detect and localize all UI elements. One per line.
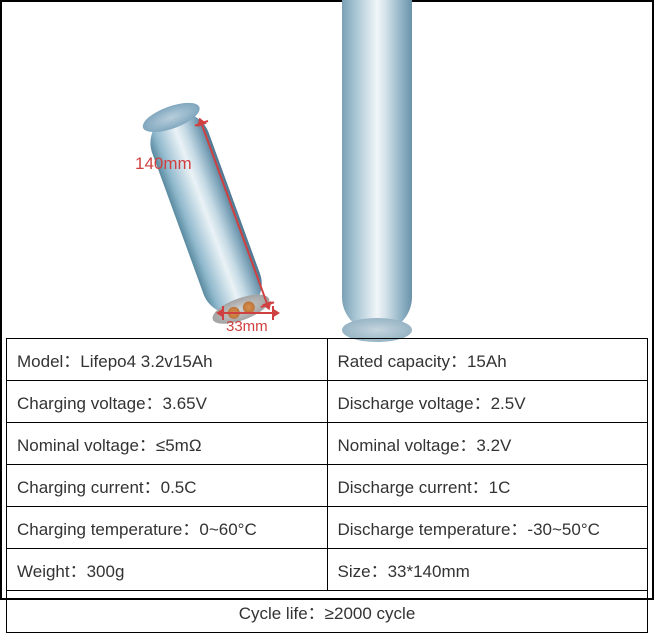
battery-vertical [342, 0, 412, 332]
spec-cell: Rated capacity：15Ah [327, 339, 648, 381]
dimension-width-indicator [222, 312, 274, 314]
table-row: Cycle life：≥2000 cycle [7, 591, 648, 633]
dimension-height-label: 140mm [135, 154, 192, 174]
product-image-area: 140mm 33mm [2, 2, 652, 334]
spec-cell: Nominal voltage：≤5mΩ [7, 423, 328, 465]
dimension-width-label: 33mm [226, 318, 268, 335]
dimension-line [222, 312, 274, 314]
table-row: Model：Lifepo4 3.2v15Ah Rated capacity：15… [7, 339, 648, 381]
outer-frame: 140mm 33mm Model：Lifepo4 3.2v15Ah Rated … [0, 0, 654, 600]
spec-cell: Size：33*140mm [327, 549, 648, 591]
spec-cell: Discharge voltage：2.5V [327, 381, 648, 423]
table-row: Charging temperature：0~60°C Discharge te… [7, 507, 648, 549]
spec-cell: Weight：300g [7, 549, 328, 591]
table-row: Nominal voltage：≤5mΩ Nominal voltage：3.2… [7, 423, 648, 465]
arrow-left-icon [216, 308, 224, 318]
spec-cell: Charging voltage：3.65V [7, 381, 328, 423]
spec-cell: Charging current：0.5C [7, 465, 328, 507]
spec-cell-footer: Cycle life：≥2000 cycle [7, 591, 648, 633]
arrow-right-icon [272, 308, 280, 318]
table-row: Charging current：0.5C Discharge current：… [7, 465, 648, 507]
table-row: Charging voltage：3.65V Discharge voltage… [7, 381, 648, 423]
spec-table: Model：Lifepo4 3.2v15Ah Rated capacity：15… [6, 338, 648, 633]
spec-cell: Nominal voltage：3.2V [327, 423, 648, 465]
table-row: Weight：300g Size：33*140mm [7, 549, 648, 591]
spec-cell: Model：Lifepo4 3.2v15Ah [7, 339, 328, 381]
spec-cell: Discharge current：1C [327, 465, 648, 507]
spec-cell: Charging temperature：0~60°C [7, 507, 328, 549]
battery-body [342, 0, 412, 332]
spec-cell: Discharge temperature：-30~50°C [327, 507, 648, 549]
